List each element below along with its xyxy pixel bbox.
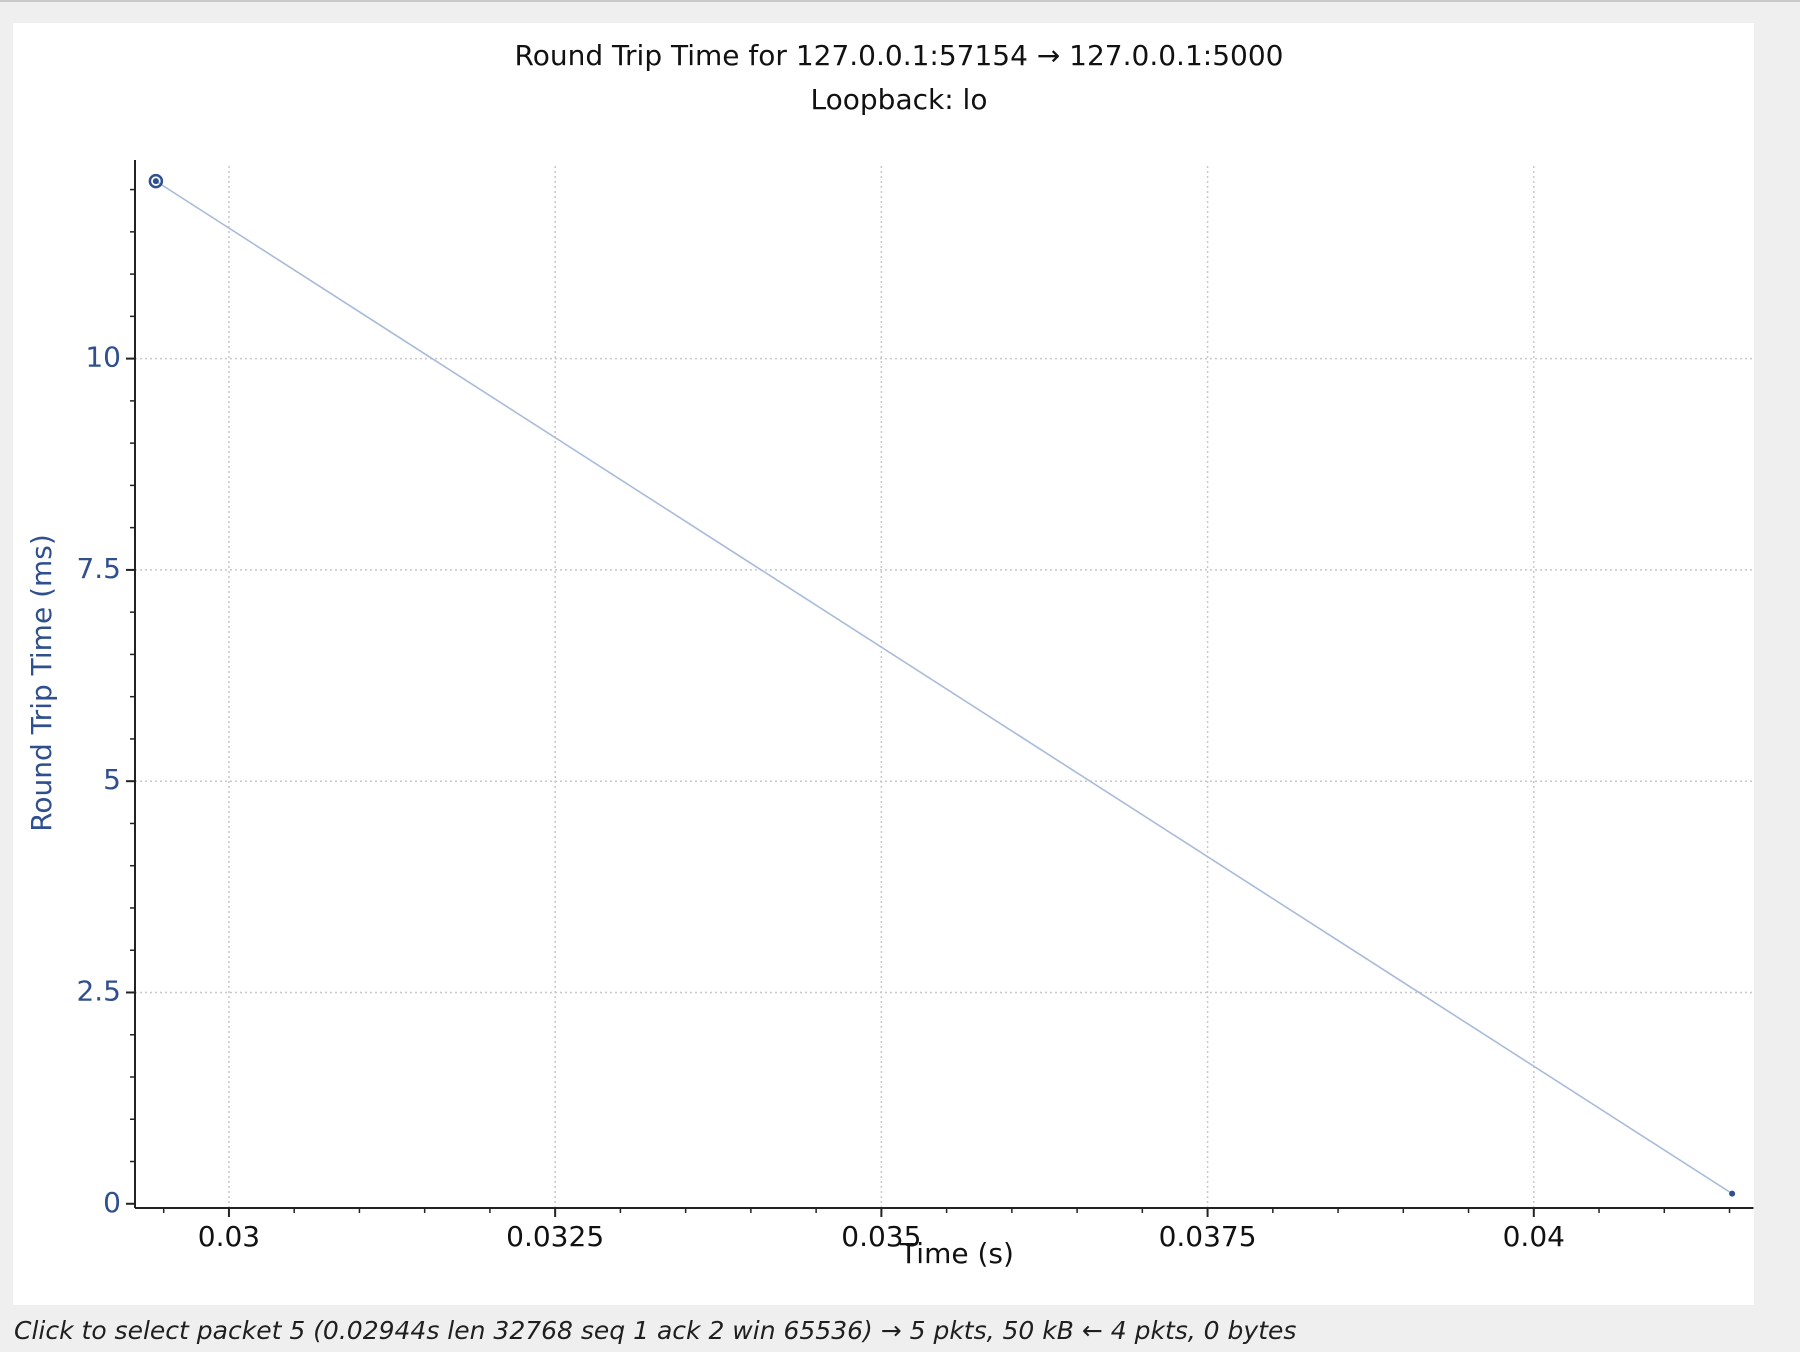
x-axis-label: Time (s) [899, 1237, 1014, 1270]
window-top-border [0, 0, 1800, 2]
x-tick-label: 0.035 [841, 1220, 921, 1253]
x-tick-label: 0.03 [198, 1220, 260, 1253]
x-tick-label: 0.0375 [1159, 1220, 1257, 1253]
y-tick-label: 7.5 [76, 552, 121, 585]
data-point[interactable] [1729, 1190, 1736, 1197]
y-axis-label: Round Trip Time (ms) [25, 534, 58, 832]
x-tick-label: 0.04 [1503, 1220, 1565, 1253]
series-rtt[interactable] [148, 173, 1736, 1197]
data-point[interactable] [152, 178, 159, 185]
rtt-chart[interactable]: Round Trip Time for 127.0.0.1:57154 → 12… [13, 23, 1754, 1305]
chart-title: Round Trip Time for 127.0.0.1:57154 → 12… [515, 39, 1284, 72]
status-hint: Click to select packet 5 (0.02944s len 3… [14, 1316, 1297, 1345]
rtt-graph-panel[interactable]: Round Trip Time for 127.0.0.1:57154 → 12… [13, 23, 1754, 1305]
y-tick-label: 5 [103, 763, 121, 796]
chart-subtitle: Loopback: lo [811, 83, 988, 116]
selected-point-ring [148, 173, 164, 189]
x-tick-label: 0.0325 [506, 1220, 604, 1253]
axes: 0.03 0.0325 0.035 0.0375 0.04 0 2.5 5 7.5 10 [76, 160, 1754, 1253]
grid-lines [135, 166, 1753, 1208]
y-tick-label: 10 [85, 341, 121, 374]
y-tick-label: 2.5 [76, 974, 121, 1007]
y-tick-label: 0 [103, 1186, 121, 1219]
rtt-line [155, 180, 1733, 1195]
